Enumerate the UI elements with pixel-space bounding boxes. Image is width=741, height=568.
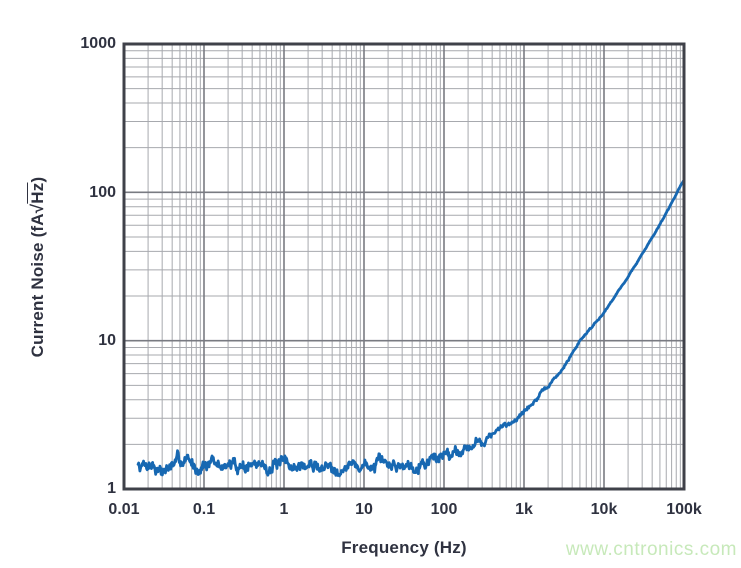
y-tick-10: 10 — [98, 332, 116, 349]
plot-area — [122, 42, 686, 491]
x-axis-title: Frequency (Hz) — [341, 538, 467, 557]
x-tick-1: 1 — [279, 501, 289, 518]
x-tick-10k: 10k — [590, 501, 618, 518]
y-tick-1000: 1000 — [80, 35, 116, 52]
x-tick-0p1: 0.1 — [192, 501, 216, 518]
y-axis-title-suffix: ) — [28, 176, 47, 183]
x-tick-10: 10 — [355, 501, 373, 518]
current-noise-curve — [136, 178, 686, 478]
x-tick-1k: 1k — [515, 501, 533, 518]
grid-minor-lines — [124, 44, 684, 489]
y-axis-title: Current Noise (fA√Hz) — [28, 177, 48, 358]
y-tick-100: 100 — [89, 184, 116, 201]
x-tick-100: 100 — [430, 501, 458, 518]
y-tick-1: 1 — [107, 480, 116, 497]
watermark-text: www.cntronics.com — [565, 539, 737, 560]
sqrt-symbol: √ — [28, 203, 47, 214]
x-tick-100k: 100k — [666, 501, 702, 518]
x-tick-0p01: 0.01 — [108, 501, 140, 518]
plot-border — [122, 42, 686, 491]
